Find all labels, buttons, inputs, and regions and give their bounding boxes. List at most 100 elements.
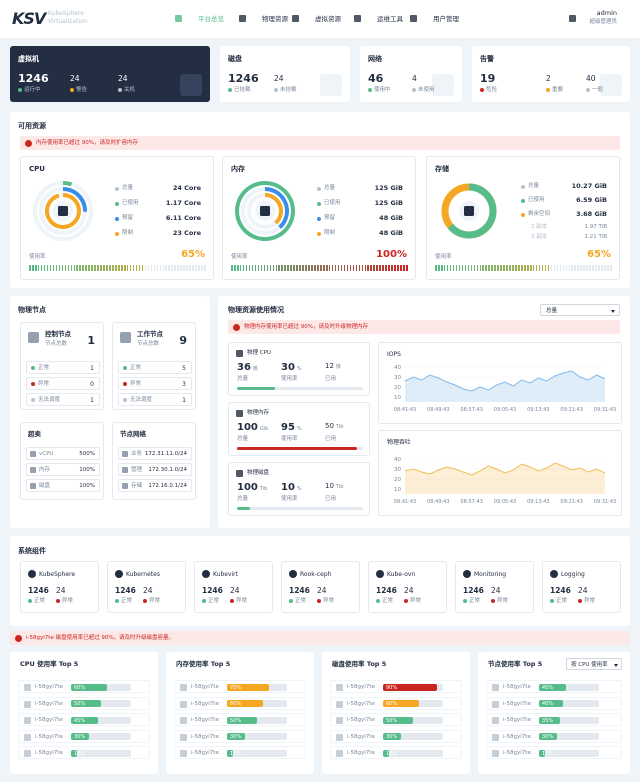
nav-item[interactable]: 运维工具 <box>353 12 403 26</box>
stat-value: 4 <box>412 74 417 83</box>
resource-label: 限制 <box>324 230 336 236</box>
node-row: 异常 3 <box>118 377 192 390</box>
component-value: 1246 <box>550 586 571 595</box>
gauge-arc <box>447 183 497 239</box>
icon <box>122 483 128 489</box>
usage-stripe <box>583 265 585 271</box>
component-value: 24 <box>230 586 240 595</box>
stat-value: 46 <box>368 72 384 85</box>
usage-label: 60% <box>230 701 242 707</box>
oversell-value: 500% <box>79 450 95 457</box>
area <box>405 463 605 494</box>
usage-stripe <box>233 265 236 271</box>
usage-stripe <box>162 265 165 271</box>
metric-title: 物理 CPU <box>247 350 271 356</box>
usage-stripe <box>479 265 482 271</box>
x-tick-label: 09:13:43 <box>527 499 549 505</box>
gauge-arc <box>62 181 73 187</box>
top5-filter[interactable]: 按 CPU 使用率 <box>566 658 622 670</box>
top5-row: i-58gyi7te 45% <box>18 713 150 726</box>
nav-item[interactable]: 物理资源 <box>238 12 288 26</box>
usage-stripe <box>400 265 402 271</box>
oversell-label: 磁盘 <box>39 482 51 489</box>
component-name: Monitoring <box>474 571 507 578</box>
component-value: 24 <box>491 586 501 595</box>
nav-item[interactable]: 虚拟资源 <box>291 12 341 26</box>
stat-label: 运行中 <box>24 86 41 93</box>
resource-label: 已使用 <box>122 200 139 206</box>
instance-name: i-58gyi7te <box>35 717 63 723</box>
gauge <box>441 183 497 239</box>
usage-stripe <box>476 265 479 271</box>
usage-bar-fill <box>71 716 98 724</box>
status-dot <box>123 381 127 386</box>
usage-stripe <box>349 265 352 271</box>
usage-stripe <box>254 265 257 271</box>
instance-name: i-58gyi7te <box>347 684 375 690</box>
usage-stripe <box>120 265 123 271</box>
node-row-value: 0 <box>90 380 94 388</box>
usage-stripe <box>186 265 188 271</box>
status-dot <box>123 397 127 402</box>
icon <box>239 15 246 22</box>
usage-stripe <box>248 265 251 271</box>
resource-value: 23 Core <box>172 229 201 237</box>
top5-row: i-58gyi7te 60% <box>174 696 306 710</box>
gauge-icon <box>260 206 270 216</box>
status-dot <box>368 88 372 92</box>
usage-bar-fill <box>71 683 107 691</box>
line <box>404 370 606 392</box>
status-dot <box>115 201 119 206</box>
resource-value: 1.21 TiB <box>584 234 608 240</box>
usage-stripe <box>58 265 61 271</box>
usage-stripe <box>266 265 269 271</box>
metric-bar-fill <box>237 447 357 450</box>
network-card: 节点网络 业务 172.31.11.0/24 管理 172.30.1.0/24 存储 172… <box>112 422 196 500</box>
component-icon <box>28 570 36 578</box>
x-tick-label: 09:31:43 <box>594 407 616 413</box>
component-value: 24 <box>143 586 153 595</box>
metric-label: 已用 <box>325 496 337 502</box>
usage-stripe <box>147 265 150 271</box>
usage-stripe <box>129 265 132 271</box>
instance-name: i-58gyi7te <box>347 717 375 723</box>
user-name: admin <box>596 9 617 17</box>
filter-dropdown[interactable]: 总量 <box>540 304 620 316</box>
usage-bar-fill <box>539 749 545 757</box>
user-menu[interactable]: admin 超级管理员 <box>580 8 630 30</box>
card-title: 超卖 <box>28 430 41 438</box>
usage-stripe <box>153 265 156 271</box>
status-dot <box>521 184 525 189</box>
network-label: 管理 <box>131 466 143 473</box>
usage-stripe <box>553 265 556 271</box>
top5-panel: 磁盘使用率 Top 5 i-58gyi7te 90% i-58gyi7te 60% i-5… <box>322 652 470 774</box>
metric-unit: % <box>296 366 302 372</box>
usage-stripe <box>159 265 162 271</box>
resource-label: 限制 <box>122 230 134 236</box>
usage-bar: 70% <box>227 683 287 691</box>
top5-row: i-58gyi7te 70% <box>174 680 306 693</box>
usage-stripe <box>340 265 343 271</box>
usage-stripe <box>103 265 105 271</box>
metric-unit: % <box>296 426 302 432</box>
summary-card: 虚拟机 1246 运行中 24 警告 24 关机 <box>10 46 210 102</box>
network-value: 172.16.0.1/24 <box>148 482 187 489</box>
icon <box>336 700 343 708</box>
usage-stripe <box>269 265 272 271</box>
component-label: 异常 <box>410 597 422 604</box>
metric-label: 总量 <box>237 496 249 502</box>
network-row: 业务 172.31.11.0/24 <box>118 447 192 460</box>
status-dot <box>123 365 127 370</box>
stat-value: 19 <box>480 72 496 85</box>
status-dot <box>317 201 321 206</box>
nav-item[interactable]: 用户管理 <box>409 12 459 26</box>
usage-stripe <box>373 265 375 271</box>
nav-item[interactable]: 平台总览 <box>174 12 224 26</box>
usage-stripe <box>394 265 396 271</box>
component-icon <box>115 570 123 578</box>
resource-label: 预留 <box>122 215 134 221</box>
instance-name: i-58gyi7te <box>191 684 219 690</box>
stat-value: 24 <box>70 74 80 83</box>
chart-title: IOPS <box>387 351 401 358</box>
